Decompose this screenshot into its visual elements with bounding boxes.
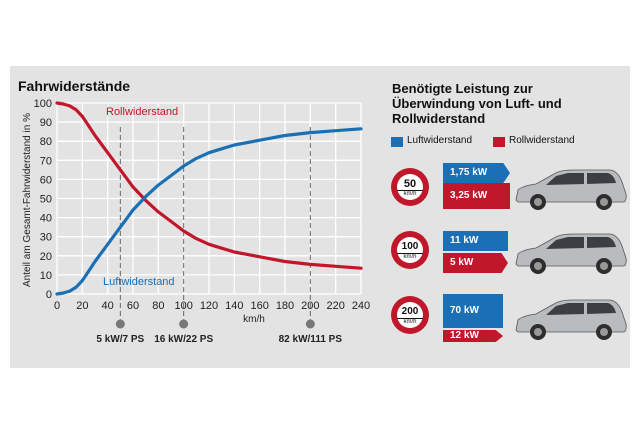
x-tick-label: 0 (54, 300, 60, 312)
right-title-line: Benötigte Leistung zur (392, 81, 533, 96)
legend-swatch-air (391, 137, 403, 147)
speed-value: 50 (403, 178, 417, 190)
x-tick-label: 220 (326, 300, 344, 312)
air-power-label: 1,75 kW (450, 167, 488, 178)
legend-label-roll: Rollwiderstand (509, 135, 575, 146)
y-axis-label: Anteil am Gesamt-Fahrwiderstand in % (22, 113, 33, 287)
x-tick-label: 60 (127, 300, 139, 312)
speed-value: 200 (401, 306, 419, 317)
y-tick-label: 50 (40, 194, 52, 206)
air-power-bar: 1,75 kW (443, 163, 510, 183)
marker-dot (179, 319, 189, 329)
speed-value: 100 (401, 241, 419, 252)
series-line (55, 101, 363, 270)
roll-power-bar: 3,25 kW (443, 183, 510, 209)
marker-lines (119, 127, 311, 322)
roll-power-bar: 5 kW (443, 253, 508, 273)
speed-unit: km/h (397, 253, 423, 260)
air-power-label: 11 kW (450, 235, 479, 246)
speed-sign-200: 200 km/h (391, 296, 429, 334)
chart-title: Fahrwiderstände (18, 78, 130, 94)
roll-power-bar: 12 kW (443, 330, 503, 342)
speed-sign-50: 50 km/h (391, 168, 429, 206)
x-tick-label: 80 (152, 300, 164, 312)
air-power-label: 70 kW (450, 305, 479, 316)
y-tick-label: 70 (40, 155, 52, 167)
series-line (55, 127, 363, 296)
speed-unit: km/h (397, 318, 423, 325)
marker-label: 82 kW/111 PS (279, 334, 343, 345)
speed-unit: km/h (397, 190, 423, 197)
right-title-line: Rollwiderstand (392, 111, 486, 126)
air-power-bar: 70 kW (443, 294, 503, 328)
car-illustration (515, 233, 627, 274)
marker-label: 16 kW/22 PS (154, 334, 213, 345)
x-tick-label: 120 (200, 300, 218, 312)
y-tick-label: 10 (40, 270, 52, 282)
right-panel-title: Benötigte Leistung zur Überwindung von L… (392, 81, 622, 126)
marker-dot (305, 319, 315, 329)
car-illustration (515, 169, 627, 210)
marker-label: 5 kW/7 PS (96, 334, 144, 345)
x-tick-label: 240 (352, 300, 370, 312)
x-tick-label: 20 (76, 300, 88, 312)
legend-label-air: Luftwiderstand (407, 135, 473, 146)
roll-curve-label: Rollwiderstand (106, 106, 178, 118)
y-tick-label: 0 (46, 289, 52, 301)
right-title-line: Überwindung von Luft- und (392, 96, 562, 111)
x-tick-label: 100 (174, 300, 192, 312)
roll-power-label: 12 kW (450, 330, 479, 341)
y-tick-label: 40 (40, 213, 52, 225)
car-illustration (515, 299, 627, 340)
y-tick-label: 30 (40, 232, 52, 244)
x-tick-label: 200 (301, 300, 319, 312)
x-tick-label: 40 (102, 300, 114, 312)
marker-dot (115, 319, 125, 329)
y-tick-label: 90 (40, 117, 52, 129)
speed-sign-100: 100 km/h (391, 231, 429, 269)
y-axis-ticks: 0 10 20 30 40 50 60 70 80 90 100 (34, 98, 52, 301)
x-axis-ticks: 0 20 40 60 80 100 120 140 160 180 200 220 240 (54, 300, 370, 312)
y-tick-label: 20 (40, 251, 52, 263)
x-tick-label: 160 (250, 300, 268, 312)
y-tick-label: 80 (40, 136, 52, 148)
x-tick-label: 140 (225, 300, 243, 312)
roll-power-label: 3,25 kW (450, 190, 488, 201)
chart-series (55, 101, 363, 296)
speed-markers: 5 kW/7 PS 16 kW/22 PS 82 kW/111 PS (96, 319, 343, 345)
roll-power-label: 5 kW (450, 257, 474, 268)
y-tick-label: 60 (40, 174, 52, 186)
y-tick-label: 100 (34, 98, 52, 110)
legend-swatch-roll (493, 137, 505, 147)
x-tick-label: 180 (276, 300, 294, 312)
air-curve-label: Luftwiderstand (103, 276, 175, 288)
x-axis-label: km/h (243, 314, 265, 325)
air-power-bar: 11 kW (443, 231, 508, 251)
